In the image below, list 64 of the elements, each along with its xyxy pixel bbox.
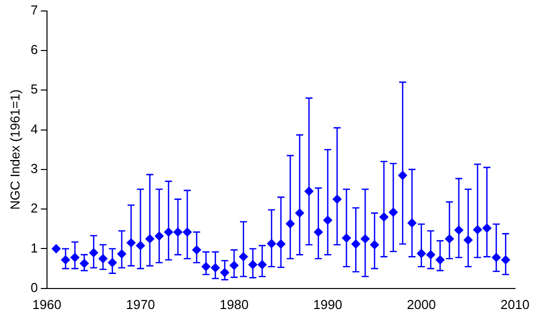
point bbox=[238, 252, 248, 262]
point bbox=[379, 212, 388, 222]
point bbox=[314, 228, 323, 237]
y-tick-label: 4 bbox=[30, 121, 38, 136]
x-tick-label: 1990 bbox=[313, 296, 342, 312]
y-tick-label: 0 bbox=[30, 280, 38, 295]
point bbox=[454, 226, 464, 235]
point bbox=[220, 268, 230, 278]
x-tick-label: 1970 bbox=[126, 296, 155, 312]
y-tick-label: 6 bbox=[30, 42, 38, 58]
point bbox=[464, 236, 473, 245]
point bbox=[61, 255, 70, 264]
y-axis-title: NGC Index (1961=1) bbox=[7, 89, 22, 210]
point bbox=[164, 228, 174, 237]
point bbox=[436, 255, 445, 264]
point bbox=[202, 262, 211, 272]
point bbox=[52, 244, 61, 254]
point bbox=[408, 218, 417, 228]
point bbox=[426, 250, 436, 260]
x-tick-label: 2000 bbox=[406, 296, 436, 312]
point bbox=[230, 260, 239, 270]
point bbox=[492, 252, 501, 262]
point bbox=[342, 234, 351, 243]
point bbox=[360, 234, 370, 244]
point bbox=[192, 245, 202, 254]
point bbox=[304, 186, 314, 196]
point bbox=[323, 216, 332, 225]
point bbox=[80, 258, 89, 268]
point bbox=[98, 254, 108, 264]
point bbox=[126, 238, 136, 248]
point bbox=[145, 234, 154, 244]
y-tick-label: 2 bbox=[30, 200, 38, 216]
y-tick-label: 1 bbox=[30, 240, 38, 256]
point bbox=[398, 170, 408, 180]
point bbox=[444, 234, 454, 244]
point bbox=[154, 232, 164, 241]
y-tick-label: 3 bbox=[30, 161, 38, 176]
point bbox=[70, 252, 80, 262]
y-tick-label: 5 bbox=[30, 82, 38, 97]
point bbox=[276, 239, 286, 248]
x-tick-label: 2010 bbox=[500, 296, 530, 312]
point bbox=[370, 240, 380, 250]
point bbox=[388, 208, 398, 217]
point bbox=[117, 249, 126, 258]
point bbox=[351, 239, 360, 248]
point bbox=[473, 225, 482, 234]
point bbox=[89, 248, 98, 258]
point bbox=[210, 263, 220, 272]
point bbox=[173, 228, 182, 237]
point bbox=[501, 255, 510, 264]
point bbox=[108, 258, 117, 268]
x-tick-label: 1960 bbox=[32, 296, 62, 312]
point bbox=[182, 228, 192, 237]
point bbox=[286, 219, 295, 228]
y-tick-label: 7 bbox=[30, 2, 38, 18]
point bbox=[267, 239, 276, 248]
point bbox=[248, 260, 258, 270]
point bbox=[416, 249, 426, 258]
point bbox=[258, 260, 267, 270]
point bbox=[332, 194, 342, 204]
point bbox=[295, 208, 304, 218]
point bbox=[482, 224, 492, 233]
point bbox=[136, 241, 145, 250]
x-tick-label: 1980 bbox=[220, 296, 249, 312]
